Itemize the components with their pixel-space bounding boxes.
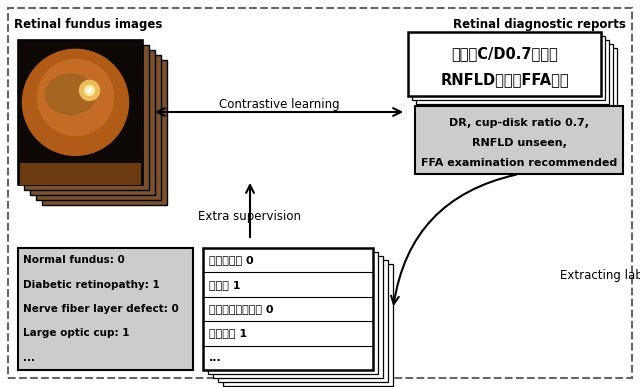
Text: RNFLD，建诺FFA检查: RNFLD，建诺FFA检查 (440, 72, 569, 87)
Bar (420, 44, 613, 108)
Bar (223, 264, 393, 386)
Bar (36, 55, 161, 200)
Bar (408, 32, 601, 96)
Text: Normal fundus: 0: Normal fundus: 0 (23, 255, 125, 265)
Text: DR, cup-disk ratio 0.7,: DR, cup-disk ratio 0.7, (449, 118, 589, 128)
Bar (30, 50, 155, 195)
Ellipse shape (45, 74, 95, 114)
Bar (218, 260, 388, 382)
Circle shape (20, 47, 131, 158)
Text: Diabetic retinopathy: 1: Diabetic retinopathy: 1 (23, 279, 160, 289)
Text: RNFLD unseen,: RNFLD unseen, (472, 138, 566, 148)
Bar (208, 252, 378, 374)
Text: Contrastive learning: Contrastive learning (219, 98, 339, 111)
Bar (424, 48, 617, 112)
Bar (203, 248, 373, 370)
Text: 糖网，C/D0.7，未见: 糖网，C/D0.7，未见 (451, 46, 558, 61)
Bar (24, 45, 149, 190)
Text: Nerve fiber layer defect: 0: Nerve fiber layer defect: 0 (23, 304, 179, 314)
Text: 神经纤维层缺损： 0: 神经纤维层缺损： 0 (209, 304, 273, 314)
Circle shape (88, 88, 92, 92)
Circle shape (22, 50, 129, 155)
Bar (416, 40, 609, 104)
Text: ...: ... (23, 353, 35, 363)
Text: FFA examination recommended: FFA examination recommended (421, 158, 617, 168)
Text: 糖网： 1: 糖网： 1 (209, 279, 241, 289)
Bar (18, 248, 193, 370)
Text: Retinal fundus images: Retinal fundus images (14, 18, 163, 31)
Circle shape (79, 80, 99, 100)
Text: 大视杯： 1: 大视杯： 1 (209, 329, 247, 338)
Bar (42, 60, 167, 205)
Bar (20, 163, 141, 185)
Bar (213, 256, 383, 378)
Text: Large optic cup: 1: Large optic cup: 1 (23, 329, 129, 338)
Text: Retinal diagnostic reports: Retinal diagnostic reports (453, 18, 626, 31)
Bar (18, 40, 143, 185)
Text: 正常眼底： 0: 正常眼底： 0 (209, 255, 253, 265)
Text: Extracting labels: Extracting labels (560, 269, 640, 281)
Circle shape (38, 59, 113, 135)
FancyArrowPatch shape (391, 175, 516, 304)
Bar (412, 36, 605, 100)
Bar (415, 106, 623, 174)
Text: Extra supervision: Extra supervision (198, 210, 301, 223)
Text: ...: ... (209, 353, 221, 363)
Circle shape (84, 86, 95, 95)
